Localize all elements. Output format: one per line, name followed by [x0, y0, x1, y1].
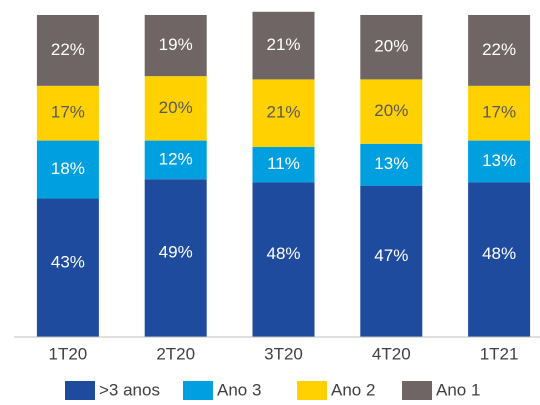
bar-segment — [36, 198, 99, 337]
value-label: 22% — [482, 40, 516, 59]
x-tick-label: 3T20 — [264, 344, 303, 363]
bar-segment — [468, 140, 531, 183]
value-label: 21% — [266, 103, 300, 122]
value-label: 11% — [267, 154, 300, 173]
legend-label: Ano 3 — [217, 380, 261, 399]
value-label: 13% — [374, 154, 408, 173]
bar-segment — [144, 140, 207, 180]
value-label: 13% — [482, 151, 516, 170]
legend-label: >3 anos — [99, 380, 160, 399]
value-label: 43% — [51, 252, 85, 271]
bar-segment — [360, 143, 423, 186]
value-label: 22% — [51, 40, 85, 59]
x-tick-label: 1T20 — [49, 344, 88, 363]
bar-segment — [252, 79, 315, 148]
value-label: 20% — [374, 101, 408, 120]
bar-segment — [36, 15, 99, 86]
legend-swatch — [402, 381, 432, 400]
value-label: 18% — [51, 159, 85, 178]
legend-swatch — [297, 381, 327, 400]
value-label: 12% — [159, 149, 193, 168]
value-label: 20% — [374, 37, 408, 56]
bar-segment — [144, 76, 207, 141]
bar-segment — [36, 140, 99, 199]
bar-segment — [144, 15, 207, 77]
bar-segment — [144, 179, 207, 337]
value-label: 49% — [159, 243, 193, 262]
value-label: 47% — [374, 246, 408, 265]
value-label: 48% — [266, 244, 300, 263]
bar-segment — [252, 182, 315, 337]
bar-segment — [360, 79, 423, 144]
bar-segment — [36, 85, 99, 141]
x-tick-label: 4T20 — [372, 344, 411, 363]
value-label: 20% — [159, 98, 193, 117]
legend-label: Ano 2 — [331, 380, 375, 399]
bar-segment — [360, 185, 423, 337]
bar-segment — [468, 85, 531, 141]
bar-segment — [468, 182, 531, 337]
x-tick-label: 1T21 — [480, 344, 519, 363]
x-tick-label: 2T20 — [156, 344, 195, 363]
value-label: 21% — [266, 35, 300, 54]
legend-swatch — [183, 381, 213, 400]
legend-swatch — [65, 381, 95, 400]
bar-segment — [468, 15, 531, 86]
value-label: 17% — [51, 103, 85, 122]
bar-segment — [252, 11, 315, 80]
legend-label: Ano 1 — [436, 380, 480, 399]
value-label: 17% — [482, 103, 516, 122]
bar-segment — [252, 147, 315, 183]
value-label: 48% — [482, 244, 516, 263]
bar-segment — [360, 15, 423, 80]
value-label: 19% — [159, 35, 193, 54]
